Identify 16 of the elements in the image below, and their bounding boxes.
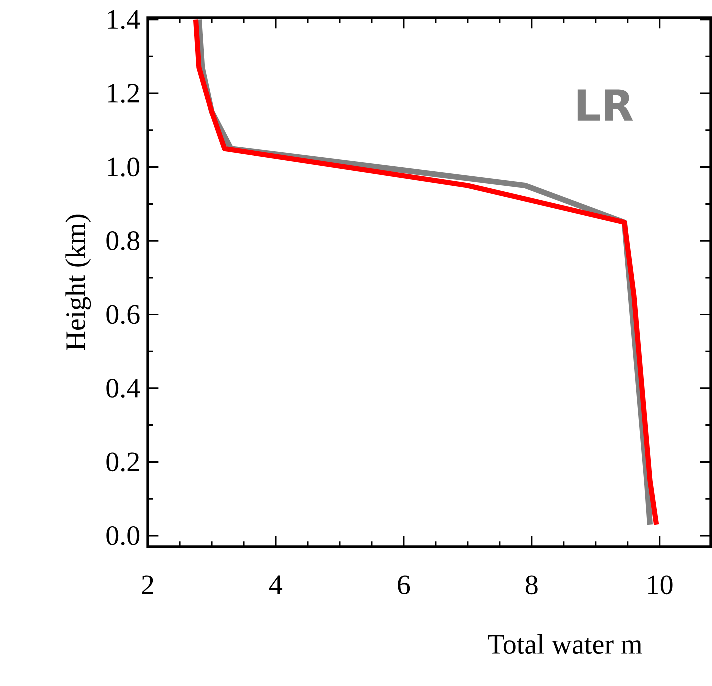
y-tick-label: 1.2 bbox=[108, 84, 140, 104]
y-axis-title: Height (km) bbox=[66, 214, 92, 350]
y-tick-label: 0.2 bbox=[106, 452, 140, 472]
y-tick-label: 1.4 bbox=[108, 10, 140, 30]
y-tick-label: 1.0 bbox=[108, 158, 140, 177]
x-tick-label: 2 bbox=[142, 576, 154, 594]
x-axis-title: Total water m bbox=[488, 634, 642, 654]
y-tick-label: 0.4 bbox=[106, 378, 140, 398]
x-tick-label: 10 bbox=[648, 576, 673, 595]
y-tick-label: 0.0 bbox=[106, 526, 140, 546]
y-tick-label: 0.8 bbox=[106, 232, 140, 251]
x-tick-label: 8 bbox=[526, 576, 538, 595]
annotation: LR bbox=[578, 90, 634, 121]
x-tick-label: 6 bbox=[398, 576, 410, 595]
y-tick-label: 0.6 bbox=[106, 305, 140, 324]
x-tick-label: 4 bbox=[270, 576, 283, 594]
